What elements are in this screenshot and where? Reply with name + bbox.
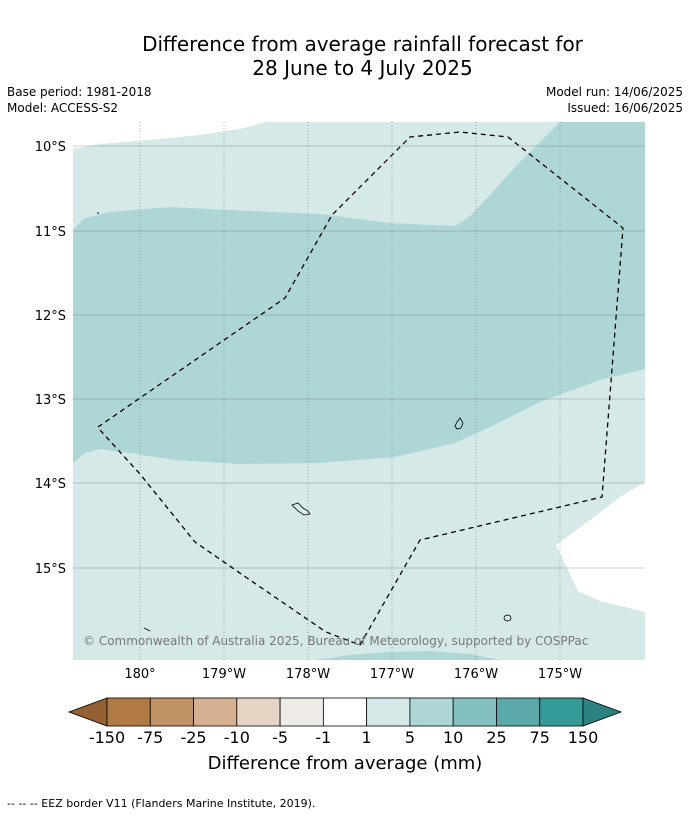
colorbar-bin bbox=[539, 697, 584, 727]
copyright-note: © Commonwealth of Australia 2025, Bureau… bbox=[83, 634, 588, 648]
lat-label-14s: 14°S bbox=[35, 477, 66, 492]
title-line-2: 28 June to 4 July 2025 bbox=[252, 56, 473, 80]
base-period: Base period: 1981-2018 bbox=[7, 85, 152, 99]
eez-legend-note: -- -- -- EEZ border V11 (Flanders Marine… bbox=[7, 797, 316, 810]
colorbar-tick-label: -10 bbox=[223, 728, 250, 747]
colorbar-arrow-high bbox=[582, 697, 623, 727]
colorbar-bin bbox=[496, 697, 541, 727]
colorbar-bin bbox=[106, 697, 151, 727]
lat-label-13s: 13°S bbox=[35, 393, 66, 408]
issued-date: Issued: 16/06/2025 bbox=[567, 101, 683, 115]
gridlines bbox=[73, 145, 645, 569]
title-line-1: Difference from average rainfall forecas… bbox=[142, 32, 583, 56]
colorbar-tick-label: -1 bbox=[315, 728, 332, 747]
lon-label-180: 180° bbox=[124, 667, 155, 682]
zone-neutral-right bbox=[556, 482, 645, 612]
chart-title: Difference from average rainfall forecas… bbox=[0, 32, 690, 80]
colorbar-tick-label: 150 bbox=[567, 728, 599, 747]
colorbar-tick-label: 75 bbox=[529, 728, 550, 747]
lon-label-177w: 177°W bbox=[370, 667, 414, 682]
zone-neutral-top bbox=[73, 122, 266, 149]
colorbar-tick-label: 10 bbox=[442, 728, 464, 747]
zone-wet-bottom bbox=[315, 651, 500, 660]
colorbar-tick-label: -75 bbox=[137, 728, 164, 747]
lat-label-12s: 12°S bbox=[35, 309, 66, 324]
colorbar-bin bbox=[452, 697, 497, 727]
colorbar-bin bbox=[366, 697, 411, 727]
island-swains bbox=[503, 614, 512, 622]
lat-label-15s: 15°S bbox=[35, 562, 66, 577]
colorbar-tick-label: -25 bbox=[180, 728, 207, 747]
island-nukunonu bbox=[454, 417, 464, 430]
map-area bbox=[73, 122, 645, 660]
colorbar-bin bbox=[279, 697, 324, 727]
lon-label-179w: 179°W bbox=[202, 667, 246, 682]
colorbar-tick-label: -5 bbox=[272, 728, 289, 747]
colorbar-bin bbox=[193, 697, 238, 727]
lon-label-175w: 175°W bbox=[538, 667, 582, 682]
colorbar-title: Difference from average (mm) bbox=[207, 753, 483, 774]
meta-left: Base period: 1981-2018 Model: ACCESS-S2 bbox=[7, 84, 152, 116]
latitude-labels: 10°S 11°S 12°S 13°S 14°S 15°S bbox=[35, 140, 66, 577]
meta-right: Model run: 14/06/2025 Issued: 16/06/2025 bbox=[546, 84, 683, 116]
model-name: Model: ACCESS-S2 bbox=[7, 101, 119, 115]
model-run: Model run: 14/06/2025 bbox=[545, 85, 683, 99]
colorbar-bin bbox=[149, 697, 194, 727]
lon-label-176w: 176°W bbox=[454, 667, 498, 682]
colorbar bbox=[67, 697, 623, 727]
eez-border bbox=[97, 131, 624, 646]
zone-wet-5-10 bbox=[73, 122, 645, 464]
longitude-labels: 180° 179°W 178°W 177°W 176°W 175°W bbox=[124, 667, 582, 682]
lat-label-10s: 10°S bbox=[35, 140, 66, 155]
colorbar-arrow-low bbox=[67, 697, 108, 727]
colorbar-tick-label: -150 bbox=[88, 728, 126, 747]
colorbar-bin bbox=[409, 697, 454, 727]
lon-label-178w: 178°W bbox=[286, 667, 330, 682]
colorbar-tick-label: 25 bbox=[486, 728, 507, 747]
colorbar-tick-label: 1 bbox=[361, 728, 372, 747]
island-fragment-left bbox=[143, 627, 151, 632]
colorbar-bin bbox=[236, 697, 281, 727]
island-fakaofo-group bbox=[291, 502, 311, 516]
lat-label-11s: 11°S bbox=[35, 225, 66, 240]
colorbar-tick-label: 5 bbox=[404, 728, 415, 747]
colorbar-bin bbox=[322, 697, 368, 727]
